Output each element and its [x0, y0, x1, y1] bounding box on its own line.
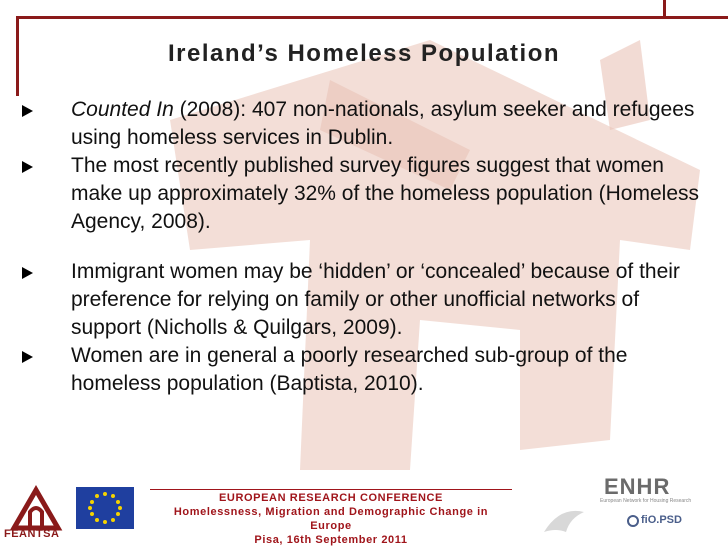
- enhr-logo-text: ENHR: [604, 474, 671, 499]
- bullet-item-1: Counted In (2008): 407 non-nationals, as…: [18, 96, 708, 152]
- footer-rule: [150, 489, 512, 490]
- frame-left-rule: [16, 16, 19, 96]
- bullet-text: Immigrant women may be ‘hidden’ or ‘conc…: [71, 260, 680, 339]
- bullet-item-3: Immigrant women may be ‘hidden’ or ‘conc…: [18, 258, 708, 342]
- bullet-italic-text: Counted In: [71, 98, 174, 121]
- footer-line-2: Homelessness, Migration and Demographic …: [173, 506, 489, 518]
- footer-line-3: Europe: [310, 520, 352, 532]
- bird-logo-icon: [544, 510, 584, 532]
- bullet-text: The most recently published survey figur…: [71, 154, 700, 233]
- frame-top-rule: [16, 16, 728, 19]
- frame-right-rule: [663, 0, 666, 16]
- bullet-marker-icon: [22, 267, 33, 279]
- conference-footer: EUROPEAN RESEARCH CONFERENCE Homelessnes…: [150, 491, 512, 546]
- feantsa-logo-text: FEANTSA: [4, 528, 60, 540]
- footer-line-1: EUROPEAN RESEARCH CONFERENCE: [219, 492, 443, 504]
- bullet-item-4: Women are in general a poorly researched…: [18, 342, 708, 398]
- enhr-logo-subtitle: European Network for Housing Research: [600, 498, 692, 504]
- bullet-text: Women are in general a poorly researched…: [71, 344, 628, 395]
- bullet-marker-icon: [22, 105, 33, 117]
- fio-logo-icon: [627, 515, 639, 527]
- bullet-item-2: The most recently published survey figur…: [18, 152, 708, 236]
- bullet-marker-icon: [22, 351, 33, 363]
- bullet-marker-icon: [22, 161, 33, 173]
- slide-title: Ireland’s Homeless Population: [167, 40, 561, 67]
- bullet-text: (2008): 407 non-nationals, asylum seeker…: [71, 98, 695, 149]
- footer-line-4: Pisa, 16th September 2011: [254, 534, 408, 546]
- feantsa-logo-icon: [9, 485, 63, 531]
- bullet-list: Counted In (2008): 407 non-nationals, as…: [18, 96, 708, 398]
- fio-logo-text: fiO.PSD: [641, 514, 682, 526]
- eu-flag-icon: [76, 487, 134, 529]
